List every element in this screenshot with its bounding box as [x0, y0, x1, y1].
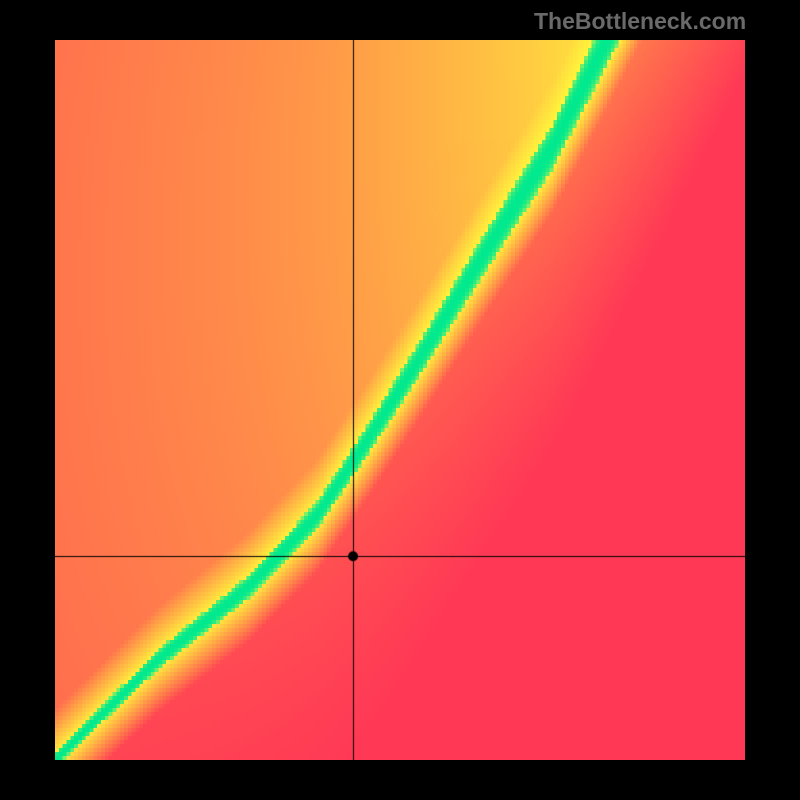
chart-container: TheBottleneck.com [0, 0, 800, 800]
watermark-text: TheBottleneck.com [534, 8, 746, 35]
crosshair-overlay [55, 40, 745, 760]
